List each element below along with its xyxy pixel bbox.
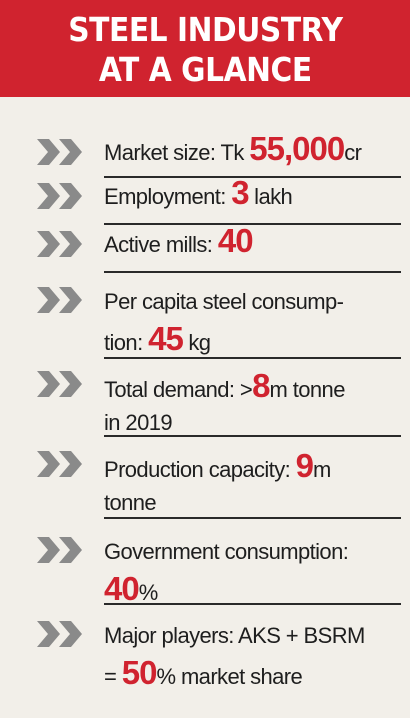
divider (104, 271, 401, 273)
fact-label: Major players: AKS + BSRM (104, 623, 365, 648)
fact-text: Per capita steel consump-tion: 45 kg (104, 281, 404, 355)
fact-label: lakh (248, 184, 293, 209)
double-chevron-right-icon (35, 285, 87, 315)
fact-value: 9 (295, 447, 314, 484)
fact-label: Production capacity: (104, 457, 296, 482)
fact-label: Total demand: > (104, 377, 253, 402)
fact-label: tion: (104, 330, 149, 355)
fact-line: Major players: AKS + BSRM (104, 615, 404, 657)
fact-value: 8 (252, 367, 270, 404)
header-title-line-2: AT A GLANCE (98, 49, 312, 89)
fact-line: = 50% market share (104, 654, 404, 691)
double-chevron-right-icon (35, 535, 87, 565)
fact-text: Active mills: 40 (104, 222, 404, 259)
fact-label: Market size: Tk (104, 140, 250, 165)
double-chevron-right-icon (35, 369, 87, 399)
fact-value: 55,000 (249, 130, 345, 167)
divider (104, 517, 401, 519)
fact-value: 40 (104, 570, 140, 607)
fact-text: Production capacity: 9m tonne (104, 445, 404, 519)
fact-line: Total demand: >8m tonne (104, 365, 404, 407)
fact-line: tion: 45 kg (104, 320, 404, 357)
double-chevron-right-icon (35, 619, 87, 649)
fact-label: cr (344, 140, 362, 165)
divider (104, 435, 401, 437)
fact-label: Government consumption: (104, 539, 349, 564)
fact-value: 40 (217, 222, 254, 259)
fact-text: Market size: Tk 55,000cr (104, 130, 404, 167)
divider (104, 176, 401, 178)
divider (104, 223, 401, 225)
fact-label: = (104, 664, 122, 689)
fact-value: 50 (121, 654, 158, 691)
double-chevron-right-icon (35, 181, 87, 211)
divider (104, 357, 401, 359)
header-title-line-1: STEEL INDUSTRY (67, 9, 343, 49)
fact-value: 45 (148, 320, 184, 357)
fact-label: tonne (104, 490, 157, 515)
fact-label: % market share (156, 664, 303, 689)
fact-label: m (312, 457, 331, 482)
fact-line: 40% (104, 570, 404, 607)
divider (104, 603, 401, 605)
fact-text: Total demand: >8m tonne in 2019 (104, 365, 404, 439)
fact-line: Government consumption: (104, 531, 404, 573)
fact-text: Employment: 3 lakh (104, 174, 404, 211)
fact-label: m tonne (269, 377, 346, 402)
header-banner: STEEL INDUSTRY AT A GLANCE (0, 0, 410, 97)
fact-value: 3 (231, 174, 249, 211)
double-chevron-right-icon (35, 449, 87, 479)
fact-line: Production capacity: 9m (104, 445, 404, 487)
fact-line: Employment: 3 lakh (104, 174, 404, 211)
fact-label: % (138, 580, 159, 605)
fact-label: Per capita steel consump- (104, 289, 344, 314)
fact-line: Active mills: 40 (104, 222, 404, 259)
fact-text: Major players: AKS + BSRM = 50% market sh… (104, 615, 404, 689)
fact-text: Government consumption: 40% (104, 531, 404, 605)
double-chevron-right-icon (35, 229, 87, 259)
fact-line: Per capita steel consump- (104, 281, 404, 323)
fact-label: kg (182, 330, 211, 355)
fact-line: in 2019 (104, 407, 404, 439)
fact-label: Employment: (104, 184, 232, 209)
fact-label: in 2019 (104, 410, 173, 435)
double-chevron-right-icon (35, 137, 87, 167)
fact-line: tonne (104, 487, 404, 519)
fact-line: Market size: Tk 55,000cr (104, 130, 404, 167)
fact-label: Active mills: (104, 232, 218, 257)
